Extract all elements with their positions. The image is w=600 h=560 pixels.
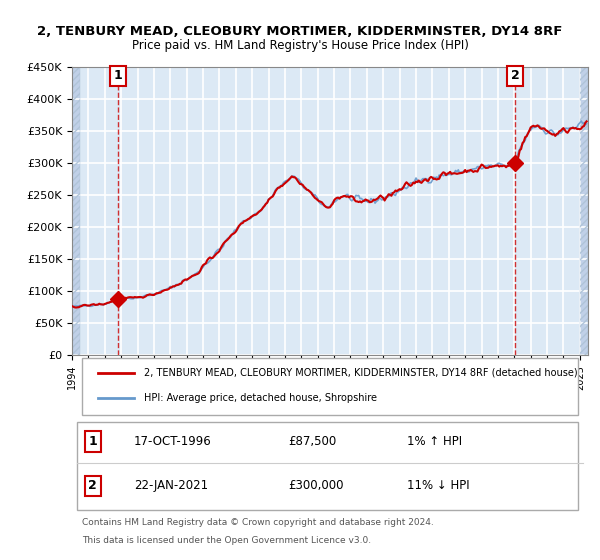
Bar	[72, 67, 80, 355]
Text: 2: 2	[511, 69, 520, 82]
FancyBboxPatch shape	[82, 358, 578, 415]
Text: 2, TENBURY MEAD, CLEOBURY MORTIMER, KIDDERMINSTER, DY14 8RF: 2, TENBURY MEAD, CLEOBURY MORTIMER, KIDD…	[37, 25, 563, 38]
Text: 17-OCT-1996: 17-OCT-1996	[134, 435, 212, 448]
Text: Contains HM Land Registry data © Crown copyright and database right 2024.: Contains HM Land Registry data © Crown c…	[82, 517, 434, 526]
Text: 2, TENBURY MEAD, CLEOBURY MORTIMER, KIDDERMINSTER, DY14 8RF (detached house): 2, TENBURY MEAD, CLEOBURY MORTIMER, KIDD…	[144, 368, 578, 377]
Text: 11% ↓ HPI: 11% ↓ HPI	[407, 479, 470, 492]
Text: 22-JAN-2021: 22-JAN-2021	[134, 479, 208, 492]
Text: £87,500: £87,500	[289, 435, 337, 448]
Bar	[580, 67, 588, 355]
Text: 1% ↑ HPI: 1% ↑ HPI	[407, 435, 463, 448]
Bar	[72, 67, 80, 355]
Text: 1: 1	[113, 69, 122, 82]
Text: This data is licensed under the Open Government Licence v3.0.: This data is licensed under the Open Gov…	[82, 536, 371, 545]
Text: £300,000: £300,000	[289, 479, 344, 492]
Text: Price paid vs. HM Land Registry's House Price Index (HPI): Price paid vs. HM Land Registry's House …	[131, 39, 469, 52]
Text: 1: 1	[88, 435, 97, 448]
Bar	[580, 67, 588, 355]
FancyBboxPatch shape	[77, 422, 578, 510]
Text: 2: 2	[88, 479, 97, 492]
Text: HPI: Average price, detached house, Shropshire: HPI: Average price, detached house, Shro…	[144, 393, 377, 403]
